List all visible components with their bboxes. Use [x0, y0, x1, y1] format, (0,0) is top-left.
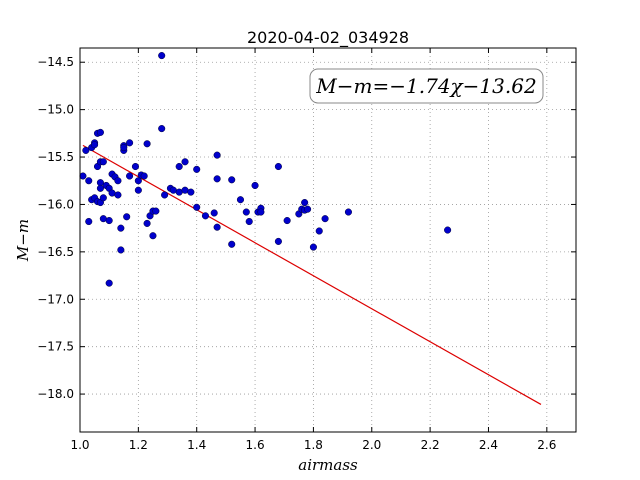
data-point [228, 176, 236, 184]
data-point [120, 144, 128, 152]
data-point [114, 191, 122, 199]
data-point [236, 196, 245, 204]
data-point [257, 208, 265, 216]
data-point [274, 162, 282, 171]
x-tick-label: 1.6 [246, 438, 265, 452]
x-tick-label: 1.2 [129, 438, 148, 452]
data-point [213, 223, 221, 231]
annotation-box [309, 68, 544, 104]
scatter-points [79, 52, 452, 287]
fit-line [82, 144, 542, 405]
y-tick-label: −18.0 [37, 387, 74, 401]
data-point [96, 128, 104, 136]
data-point [85, 217, 93, 226]
data-point [99, 194, 107, 202]
data-point [175, 162, 183, 171]
data-point [213, 175, 221, 183]
x-tick-label: 1.0 [70, 438, 89, 452]
data-point [143, 140, 151, 148]
x-tick-label: 2.6 [537, 438, 556, 452]
data-point [126, 139, 134, 147]
data-point [123, 213, 131, 221]
data-point [283, 217, 291, 225]
x-tick-label: 2.2 [421, 438, 440, 452]
x-tick-label: 1.4 [187, 438, 206, 452]
y-tick-label: −14.5 [37, 55, 74, 69]
data-point [131, 162, 139, 171]
data-point [134, 186, 142, 194]
data-point [105, 279, 113, 287]
data-point [126, 172, 134, 180]
data-point [315, 227, 323, 235]
data-point [140, 172, 148, 180]
data-point [143, 219, 151, 227]
data-point [274, 237, 282, 245]
plot-area-frame [79, 47, 577, 433]
x-tick-label: 1.8 [304, 438, 323, 452]
chart-title: 2020-04-02_034928 [247, 28, 409, 48]
x-tick-label: 2.4 [479, 438, 498, 452]
data-point [91, 141, 99, 149]
data-point [228, 240, 236, 248]
data-point [96, 184, 104, 192]
data-point [158, 52, 166, 60]
y-tick-label: −17.0 [37, 292, 74, 306]
data-point [99, 158, 107, 166]
data-point [251, 181, 259, 190]
data-point [193, 203, 201, 211]
fit-equation: M−m=−1.74χ−13.62 [315, 74, 536, 98]
data-point [161, 191, 169, 199]
data-point [210, 209, 218, 217]
data-point [152, 207, 160, 215]
data-point [213, 151, 221, 159]
data-point [245, 217, 253, 226]
data-point [309, 243, 317, 251]
y-axis-label: M−m [14, 219, 32, 262]
y-tick-label: −15.5 [37, 150, 74, 164]
grid [79, 48, 576, 432]
y-tick-label: −16.0 [37, 197, 74, 211]
data-point [149, 232, 157, 240]
data-point [181, 158, 189, 166]
data-point [304, 205, 312, 213]
data-point [344, 208, 352, 216]
data-point [187, 188, 195, 196]
data-point [301, 198, 309, 207]
data-point [321, 215, 329, 223]
data-point [134, 177, 142, 185]
x-axis-label: airmass [298, 456, 358, 474]
data-point [117, 224, 125, 232]
y-tick-label: −15.0 [37, 103, 74, 117]
y-tick-label: −17.5 [37, 340, 74, 354]
data-point [201, 212, 210, 220]
data-point [117, 246, 125, 254]
data-point [105, 217, 113, 225]
axis-ticks: 1.0 1.2 1.4 1.6 1.8 2.0 2.2 2.4 2.6 −14.5 −15.0 −15… [37, 48, 576, 452]
data-point [444, 226, 452, 234]
fit-line-layer [82, 144, 542, 405]
x-tick-label: 2.0 [362, 438, 381, 452]
data-point [79, 172, 87, 180]
data-point [114, 177, 122, 185]
data-point [85, 177, 93, 185]
data-point [193, 165, 201, 173]
data-point [158, 125, 166, 133]
data-point [242, 208, 250, 216]
y-tick-label: −16.5 [37, 245, 74, 259]
fit-equation-box: M−m=−1.74χ−13.62 [309, 68, 544, 104]
data-point [82, 146, 90, 154]
